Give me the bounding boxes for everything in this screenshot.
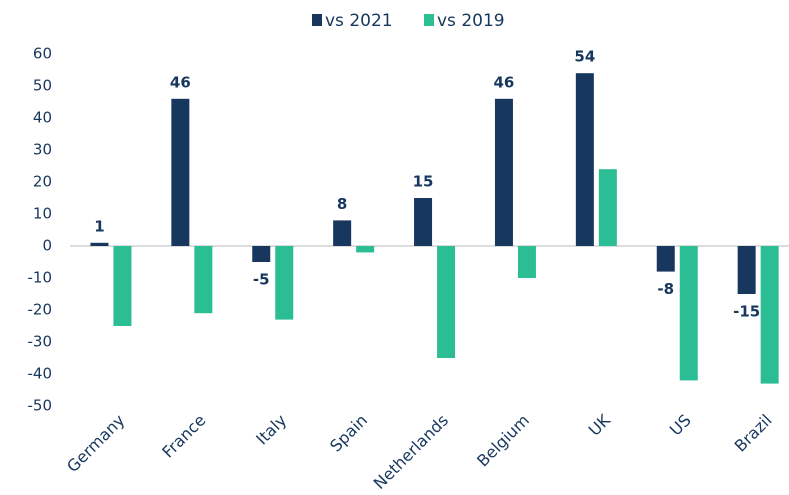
y-tick-label: -40 xyxy=(28,365,53,383)
x-tick-label: Italy xyxy=(252,411,290,449)
bar xyxy=(737,246,756,294)
y-tick-label: -10 xyxy=(28,269,53,287)
bar xyxy=(333,220,352,246)
bar xyxy=(437,246,456,358)
y-tick-label: -30 xyxy=(28,333,53,351)
data-label: -8 xyxy=(657,280,674,298)
data-label: -15 xyxy=(733,303,760,321)
x-tick-label: France xyxy=(158,411,209,462)
bar xyxy=(275,246,294,320)
bar xyxy=(656,246,675,272)
bar xyxy=(252,246,271,262)
x-tick-label: UK xyxy=(585,410,614,439)
y-tick-label: 30 xyxy=(33,141,52,159)
x-tick-label: Brazil xyxy=(731,411,776,456)
bar xyxy=(90,242,109,246)
bar xyxy=(113,246,132,326)
bar xyxy=(494,98,513,246)
x-tick-label: Netherlands xyxy=(370,411,452,493)
y-tick-label: -50 xyxy=(28,397,53,415)
bar xyxy=(517,246,536,278)
data-label: 54 xyxy=(574,48,595,66)
legend-swatch xyxy=(424,14,434,26)
bar xyxy=(575,73,594,246)
y-tick-label: 0 xyxy=(42,237,52,255)
data-label: 1 xyxy=(94,217,104,235)
legend-label: vs 2021 xyxy=(325,11,393,31)
bar xyxy=(194,246,213,314)
data-label: 46 xyxy=(170,73,191,91)
y-tick-label: 60 xyxy=(33,45,52,63)
y-tick-label: 10 xyxy=(33,205,52,223)
x-tick-label: US xyxy=(666,411,695,440)
bar xyxy=(414,198,433,246)
bar xyxy=(598,169,617,246)
data-label: 15 xyxy=(413,173,434,191)
data-label: 46 xyxy=(494,73,515,91)
bar xyxy=(679,246,698,381)
x-tick-label: Germany xyxy=(63,411,128,476)
bar xyxy=(760,246,779,384)
y-tick-label: -20 xyxy=(28,301,53,319)
data-label: 8 xyxy=(337,195,347,213)
y-tick-label: 20 xyxy=(33,173,52,191)
bar xyxy=(356,246,375,253)
x-tick-label: Belgium xyxy=(473,411,533,471)
x-tick-label: Spain xyxy=(326,411,371,456)
legend-label: vs 2019 xyxy=(437,11,505,31)
legend-swatch xyxy=(312,14,322,26)
y-tick-label: 50 xyxy=(33,77,52,95)
data-label: -5 xyxy=(253,271,270,289)
y-tick-label: 40 xyxy=(33,109,52,127)
bar xyxy=(171,98,190,246)
